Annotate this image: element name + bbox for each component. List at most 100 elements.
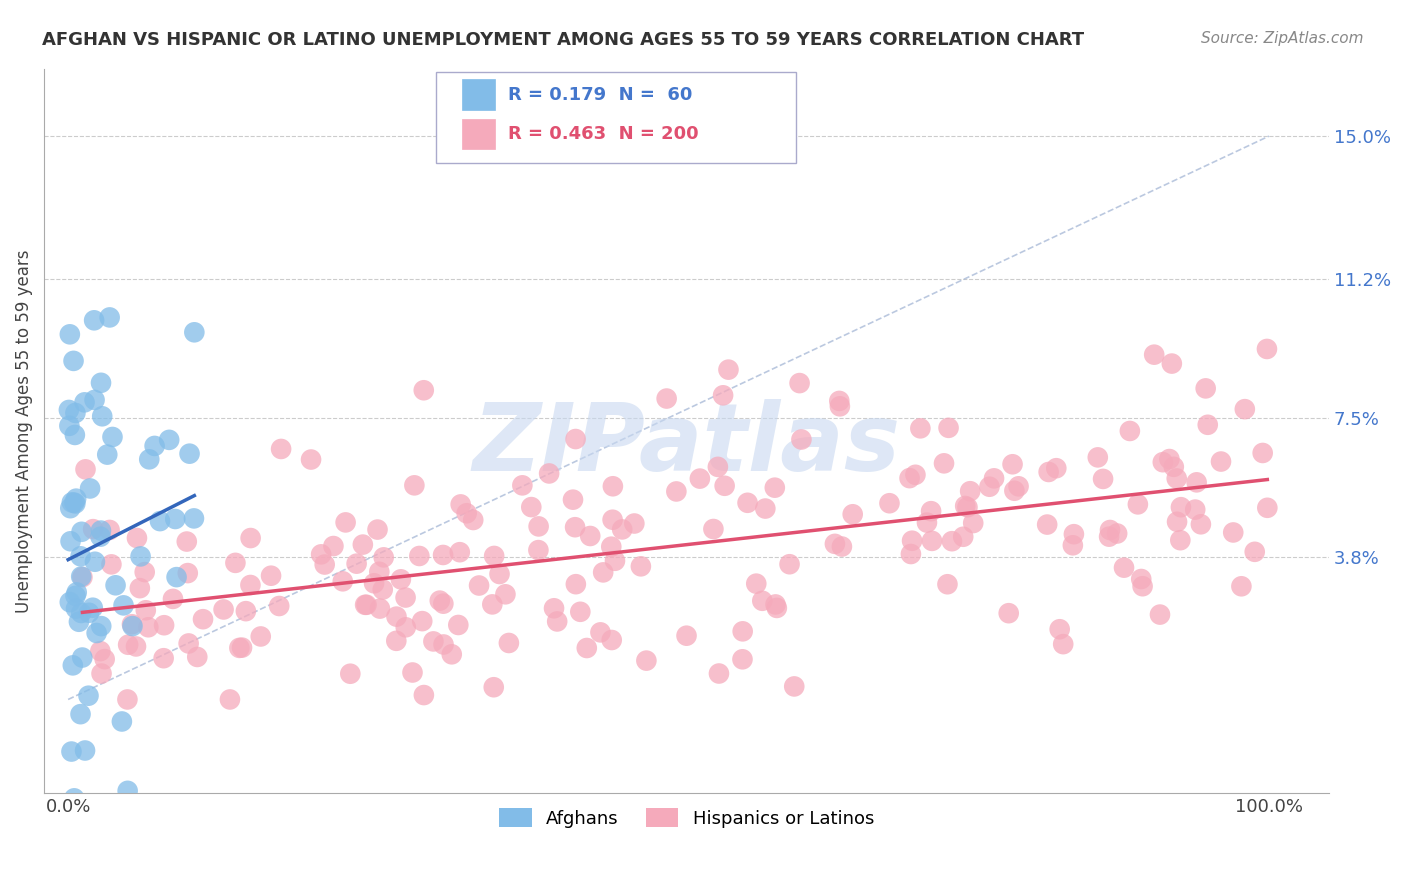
Hispanics or Latinos (1049, 622, 1071, 636)
Hispanics or Latinos (249, 630, 271, 644)
Hispanics or Latinos (1038, 465, 1060, 479)
Hispanics or Latinos (879, 496, 901, 510)
Hispanics or Latinos (394, 591, 416, 605)
Afghans (59, 501, 82, 516)
Afghans (83, 313, 105, 327)
Text: ZIPatlas: ZIPatlas (472, 400, 901, 491)
Hispanics or Latinos (1126, 497, 1149, 511)
Hispanics or Latinos (675, 629, 697, 643)
Hispanics or Latinos (831, 540, 853, 554)
Hispanics or Latinos (449, 545, 471, 559)
Hispanics or Latinos (636, 654, 658, 668)
Hispanics or Latinos (82, 522, 104, 536)
Text: Source: ZipAtlas.com: Source: ZipAtlas.com (1201, 31, 1364, 46)
Hispanics or Latinos (575, 640, 598, 655)
Hispanics or Latinos (429, 593, 451, 607)
Hispanics or Latinos (564, 432, 586, 446)
Afghans (60, 495, 83, 509)
Hispanics or Latinos (1185, 475, 1208, 490)
Hispanics or Latinos (456, 506, 478, 520)
Hispanics or Latinos (176, 534, 198, 549)
Hispanics or Latinos (717, 362, 740, 376)
Hispanics or Latinos (128, 581, 150, 595)
Hispanics or Latinos (440, 648, 463, 662)
Afghans (73, 395, 96, 409)
Afghans (149, 514, 172, 528)
Afghans (58, 403, 80, 417)
Afghans (166, 570, 188, 584)
Hispanics or Latinos (1087, 450, 1109, 465)
Afghans (82, 600, 104, 615)
Afghans (183, 511, 205, 525)
Hispanics or Latinos (731, 624, 754, 639)
Hispanics or Latinos (828, 393, 851, 408)
Hispanics or Latinos (482, 680, 505, 694)
Hispanics or Latinos (538, 467, 561, 481)
Hispanics or Latinos (1107, 526, 1129, 541)
Hispanics or Latinos (408, 549, 430, 563)
Hispanics or Latinos (707, 459, 730, 474)
Hispanics or Latinos (789, 376, 811, 390)
Hispanics or Latinos (932, 456, 955, 470)
Hispanics or Latinos (630, 559, 652, 574)
Afghans (58, 418, 80, 433)
Hispanics or Latinos (569, 605, 592, 619)
Hispanics or Latinos (1130, 572, 1153, 586)
Afghans (96, 448, 118, 462)
Hispanics or Latinos (898, 471, 921, 485)
Hispanics or Latinos (1209, 454, 1232, 468)
Afghans (143, 439, 166, 453)
Legend: Afghans, Hispanics or Latinos: Afghans, Hispanics or Latinos (492, 801, 882, 835)
Hispanics or Latinos (373, 550, 395, 565)
Afghans (59, 595, 82, 609)
Hispanics or Latinos (938, 421, 960, 435)
Hispanics or Latinos (135, 603, 157, 617)
Hispanics or Latinos (1233, 402, 1256, 417)
Afghans (73, 743, 96, 757)
Hispanics or Latinos (1166, 471, 1188, 485)
Hispanics or Latinos (1256, 500, 1278, 515)
Hispanics or Latinos (564, 520, 586, 534)
Hispanics or Latinos (186, 649, 208, 664)
Hispanics or Latinos (72, 570, 94, 584)
Hispanics or Latinos (936, 577, 959, 591)
Hispanics or Latinos (1159, 452, 1181, 467)
Hispanics or Latinos (322, 539, 344, 553)
Hispanics or Latinos (562, 492, 585, 507)
Afghans (91, 409, 114, 424)
Hispanics or Latinos (352, 538, 374, 552)
Afghans (98, 310, 121, 325)
Hispanics or Latinos (138, 620, 160, 634)
Hispanics or Latinos (1243, 545, 1265, 559)
Hispanics or Latinos (447, 618, 470, 632)
Hispanics or Latinos (239, 578, 262, 592)
Hispanics or Latinos (655, 392, 678, 406)
Afghans (90, 376, 112, 390)
Hispanics or Latinos (117, 692, 139, 706)
Hispanics or Latinos (997, 606, 1019, 620)
Afghans (72, 650, 94, 665)
Hispanics or Latinos (665, 484, 688, 499)
Hispanics or Latinos (783, 680, 806, 694)
Hispanics or Latinos (1001, 457, 1024, 471)
Afghans (111, 714, 134, 729)
Hispanics or Latinos (1002, 483, 1025, 498)
Hispanics or Latinos (100, 558, 122, 572)
Hispanics or Latinos (1197, 417, 1219, 432)
Hispanics or Latinos (956, 500, 979, 515)
Hispanics or Latinos (1230, 579, 1253, 593)
Hispanics or Latinos (623, 516, 645, 531)
Hispanics or Latinos (1152, 455, 1174, 469)
Afghans (63, 495, 86, 509)
Hispanics or Latinos (546, 615, 568, 629)
Hispanics or Latinos (1168, 533, 1191, 548)
Afghans (59, 327, 82, 342)
Afghans (69, 707, 91, 722)
Hispanics or Latinos (766, 601, 789, 615)
Y-axis label: Unemployment Among Ages 55 to 59 years: Unemployment Among Ages 55 to 59 years (15, 249, 32, 613)
Hispanics or Latinos (121, 617, 143, 632)
Hispanics or Latinos (959, 484, 981, 499)
Afghans (90, 619, 112, 633)
Hispanics or Latinos (527, 543, 550, 558)
Hispanics or Latinos (1063, 527, 1085, 541)
